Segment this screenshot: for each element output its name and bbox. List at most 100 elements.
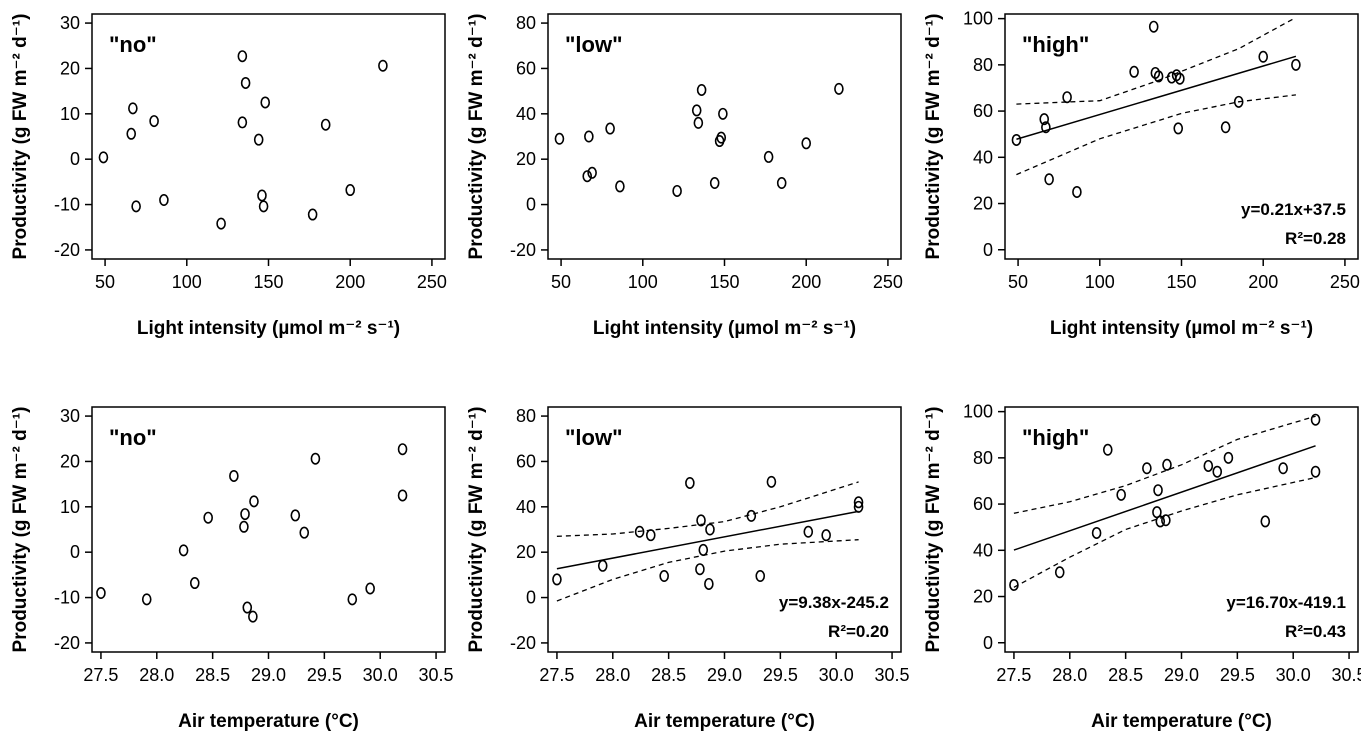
y-tick-label: 0 xyxy=(526,588,536,608)
x-tick-label: 50 xyxy=(95,272,115,292)
regression-equation: y=16.70x-419.1 xyxy=(1226,593,1346,612)
x-tick-label: 30.5 xyxy=(1332,665,1361,685)
data-point xyxy=(253,133,264,146)
x-tick-label: 29.0 xyxy=(251,665,286,685)
data-point xyxy=(763,150,774,163)
x-axis-title: Light intensity (µmol m⁻² s⁻¹) xyxy=(1050,318,1313,339)
data-point xyxy=(257,189,267,202)
x-axis-title: Light intensity (µmol m⁻² s⁻¹) xyxy=(137,318,400,339)
data-point xyxy=(128,102,138,115)
data-point xyxy=(584,130,594,143)
panel-label: "low" xyxy=(565,425,623,450)
y-tick-label: 20 xyxy=(60,58,80,78)
data-point xyxy=(605,122,615,135)
x-tick-label: 150 xyxy=(1166,272,1196,292)
data-point xyxy=(299,526,310,539)
ci-lower-line xyxy=(1016,94,1296,176)
data-point xyxy=(1072,185,1082,198)
x-tick-label: 29.0 xyxy=(707,665,742,685)
x-tick-label: 200 xyxy=(335,272,365,292)
data-point xyxy=(290,509,301,522)
data-point xyxy=(746,509,757,522)
y-axis-title: Productivity (g FW m⁻² d⁻¹) xyxy=(466,407,487,653)
data-point xyxy=(1153,484,1163,497)
data-point xyxy=(1116,488,1126,501)
data-point xyxy=(552,573,562,586)
y-tick-label: 20 xyxy=(973,194,993,214)
data-point xyxy=(587,166,597,179)
data-point xyxy=(597,559,608,572)
data-point xyxy=(1291,58,1301,71)
data-point xyxy=(307,208,318,221)
ci-upper-line xyxy=(1016,16,1297,105)
y-tick-label: -20 xyxy=(54,633,80,653)
y-tick-label: 60 xyxy=(973,101,993,121)
data-point xyxy=(1044,173,1054,186)
y-tick-label: 10 xyxy=(60,497,80,517)
data-point xyxy=(718,107,728,120)
panel-2: 50 100 150 200 250 -20 0 20 40 60 80 Light intensit… xyxy=(466,13,903,339)
data-point xyxy=(709,177,720,190)
y-tick-label: -20 xyxy=(54,240,80,260)
y-tick-label: 20 xyxy=(516,149,536,169)
data-point xyxy=(1102,443,1113,456)
panel-4: 27.5 28.0 28.5 29.0 29.5 30.0 30.5 -20 -10 0 10 20 3… xyxy=(10,406,454,732)
r-squared: R²=0.43 xyxy=(1285,622,1346,641)
ci-lower-line xyxy=(1013,476,1316,588)
data-point xyxy=(615,180,625,193)
data-point xyxy=(1009,578,1019,591)
y-tick-label: 20 xyxy=(60,451,80,471)
data-point xyxy=(1039,113,1050,126)
data-point xyxy=(310,452,321,465)
data-point xyxy=(1278,462,1288,475)
x-tick-label: 29.5 xyxy=(763,665,798,685)
data-point xyxy=(834,82,844,95)
data-point xyxy=(216,217,226,230)
y-tick-label: 60 xyxy=(516,58,536,78)
data-point xyxy=(242,601,253,614)
data-point xyxy=(766,475,777,488)
y-axis-title: Productivity (g FW m⁻² d⁻¹) xyxy=(923,14,944,260)
y-tick-label: 0 xyxy=(526,195,536,215)
data-point xyxy=(239,520,249,533)
x-tick-label: 29.5 xyxy=(1220,665,1255,685)
data-point xyxy=(1310,413,1321,426)
data-point xyxy=(693,116,704,129)
y-tick-label: 60 xyxy=(516,451,536,471)
regression-line xyxy=(1013,445,1316,551)
data-point xyxy=(98,151,109,164)
data-point xyxy=(397,489,408,502)
data-point xyxy=(320,118,331,131)
x-tick-label: 150 xyxy=(253,272,283,292)
data-point xyxy=(258,200,269,213)
data-point xyxy=(141,593,152,606)
panel-6: 27.5 28.0 28.5 29.0 29.5 30.0 30.5 0 20 40 60 80 100… xyxy=(923,402,1361,732)
x-tick-label: 28.5 xyxy=(651,665,686,685)
data-point xyxy=(1175,72,1185,85)
data-point xyxy=(803,525,814,538)
x-tick-label: 30.0 xyxy=(819,665,854,685)
panel-label: "no" xyxy=(109,425,157,450)
x-tick-label: 30.0 xyxy=(363,665,398,685)
ci-upper-line xyxy=(1013,415,1316,514)
x-axis-title: Air temperature (°C) xyxy=(634,711,815,732)
y-axis-title: Productivity (g FW m⁻² d⁻¹) xyxy=(10,14,31,260)
panel-label: "high" xyxy=(1022,32,1089,57)
data-point xyxy=(776,177,787,190)
r-squared: R²=0.28 xyxy=(1285,229,1346,248)
y-tick-label: 10 xyxy=(60,104,80,124)
regression-line xyxy=(1016,55,1297,140)
regression-equation: y=9.38x-245.2 xyxy=(779,593,889,612)
data-point xyxy=(345,184,356,197)
data-point xyxy=(1161,514,1171,527)
x-tick-label: 50 xyxy=(1008,272,1028,292)
x-tick-label: 28.0 xyxy=(1052,665,1087,685)
y-axis-title: Productivity (g FW m⁻² d⁻¹) xyxy=(10,407,31,653)
data-point xyxy=(716,131,727,144)
data-point xyxy=(240,508,250,521)
y-axis-title: Productivity (g FW m⁻² d⁻¹) xyxy=(466,14,487,260)
data-point xyxy=(853,496,864,509)
data-point xyxy=(695,563,705,576)
x-tick-label: 250 xyxy=(873,272,903,292)
x-tick-label: 100 xyxy=(628,272,658,292)
